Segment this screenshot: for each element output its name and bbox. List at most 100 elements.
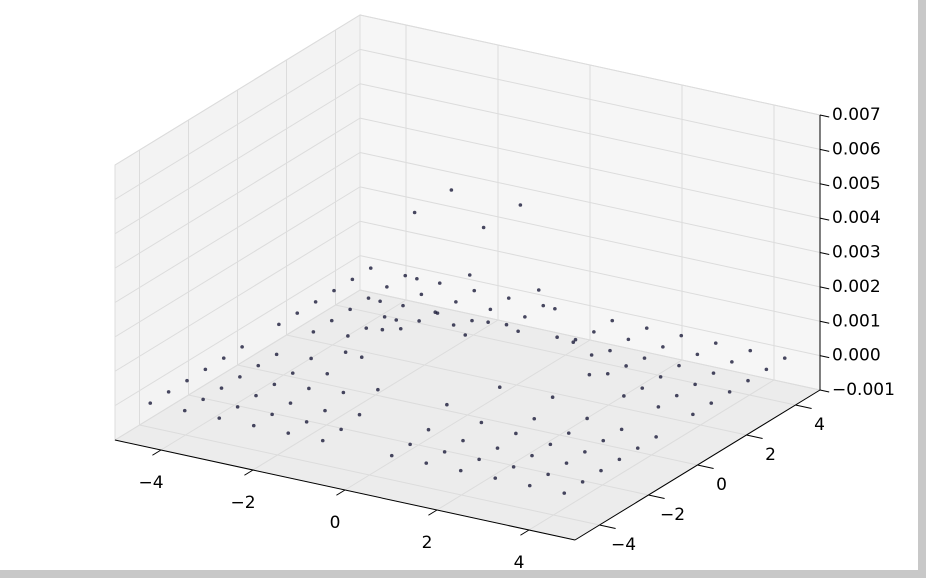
point bbox=[325, 371, 330, 376]
point bbox=[527, 483, 532, 488]
point bbox=[504, 322, 509, 327]
z-tick-label: 0.005 bbox=[832, 174, 881, 194]
point bbox=[426, 427, 431, 432]
z-tick bbox=[819, 148, 830, 152]
point bbox=[555, 335, 559, 339]
grid-line bbox=[114, 220, 361, 372]
point bbox=[350, 277, 355, 282]
grid-line bbox=[359, 83, 821, 185]
point bbox=[290, 371, 295, 375]
point bbox=[445, 402, 449, 407]
point bbox=[518, 203, 523, 207]
point bbox=[530, 453, 534, 458]
point bbox=[201, 397, 205, 402]
point bbox=[357, 412, 362, 417]
z-tick bbox=[819, 355, 830, 359]
point bbox=[329, 318, 334, 323]
point bbox=[419, 292, 424, 297]
grid-line bbox=[114, 289, 361, 441]
x-tick bbox=[428, 509, 438, 516]
point bbox=[516, 329, 520, 334]
y-axis-line bbox=[574, 389, 821, 541]
point bbox=[691, 412, 695, 417]
point bbox=[748, 348, 753, 353]
point bbox=[323, 408, 327, 413]
z-tick-label: 0.001 bbox=[832, 311, 881, 331]
point bbox=[378, 299, 382, 304]
point bbox=[693, 382, 697, 387]
x-tick-label: 2 bbox=[422, 533, 433, 553]
point bbox=[320, 438, 325, 443]
point bbox=[486, 320, 490, 324]
point bbox=[346, 334, 350, 338]
point bbox=[674, 393, 679, 398]
point bbox=[304, 420, 309, 424]
z-tick bbox=[819, 217, 830, 221]
point bbox=[458, 468, 463, 473]
x-tick-label: −4 bbox=[138, 473, 163, 493]
point bbox=[270, 412, 274, 417]
point bbox=[437, 281, 442, 285]
point bbox=[417, 319, 421, 323]
point bbox=[619, 427, 624, 432]
point bbox=[587, 372, 592, 377]
point bbox=[274, 352, 279, 357]
point bbox=[394, 318, 399, 322]
point bbox=[548, 442, 553, 447]
point bbox=[401, 303, 405, 308]
point bbox=[622, 394, 626, 398]
point bbox=[764, 367, 769, 372]
point bbox=[403, 273, 408, 278]
z-tick-label: 0.000 bbox=[832, 346, 881, 366]
point bbox=[661, 345, 665, 349]
y-tick-label: 0 bbox=[716, 475, 727, 495]
grid-line bbox=[114, 152, 361, 303]
grid-line bbox=[359, 48, 821, 150]
y-tick bbox=[746, 434, 763, 439]
z-tick bbox=[819, 183, 830, 187]
z-tick-label: 0.003 bbox=[832, 243, 881, 263]
point bbox=[592, 330, 596, 334]
point bbox=[380, 327, 385, 332]
z-tick-label: 0.006 bbox=[832, 139, 881, 159]
point bbox=[523, 315, 527, 319]
point bbox=[288, 401, 293, 405]
point bbox=[656, 405, 661, 409]
point bbox=[711, 371, 716, 375]
point bbox=[679, 333, 684, 338]
point bbox=[166, 390, 171, 394]
point bbox=[217, 416, 222, 420]
grid-line bbox=[114, 14, 361, 166]
point bbox=[182, 408, 187, 413]
point bbox=[497, 385, 502, 389]
point bbox=[695, 352, 700, 357]
point bbox=[307, 386, 311, 391]
point bbox=[642, 356, 647, 360]
point bbox=[277, 322, 281, 327]
grid-line bbox=[359, 289, 821, 391]
point bbox=[610, 318, 615, 323]
grid-line bbox=[359, 152, 821, 253]
point bbox=[341, 390, 346, 395]
frame-bottom bbox=[0, 570, 926, 578]
point bbox=[235, 405, 240, 409]
point bbox=[461, 438, 465, 443]
z-tick bbox=[819, 252, 830, 255]
y-tick bbox=[697, 464, 714, 469]
point bbox=[640, 386, 645, 390]
point bbox=[389, 453, 394, 458]
grid-line bbox=[359, 220, 821, 322]
point bbox=[382, 315, 387, 319]
frame-right bbox=[918, 0, 926, 578]
point bbox=[385, 285, 389, 289]
point bbox=[454, 300, 458, 304]
point bbox=[412, 210, 417, 215]
grid-line bbox=[359, 14, 821, 116]
point bbox=[408, 442, 412, 447]
point bbox=[251, 423, 256, 428]
point bbox=[332, 288, 336, 293]
grid-line bbox=[139, 424, 600, 526]
point bbox=[366, 296, 371, 300]
point bbox=[148, 401, 153, 405]
